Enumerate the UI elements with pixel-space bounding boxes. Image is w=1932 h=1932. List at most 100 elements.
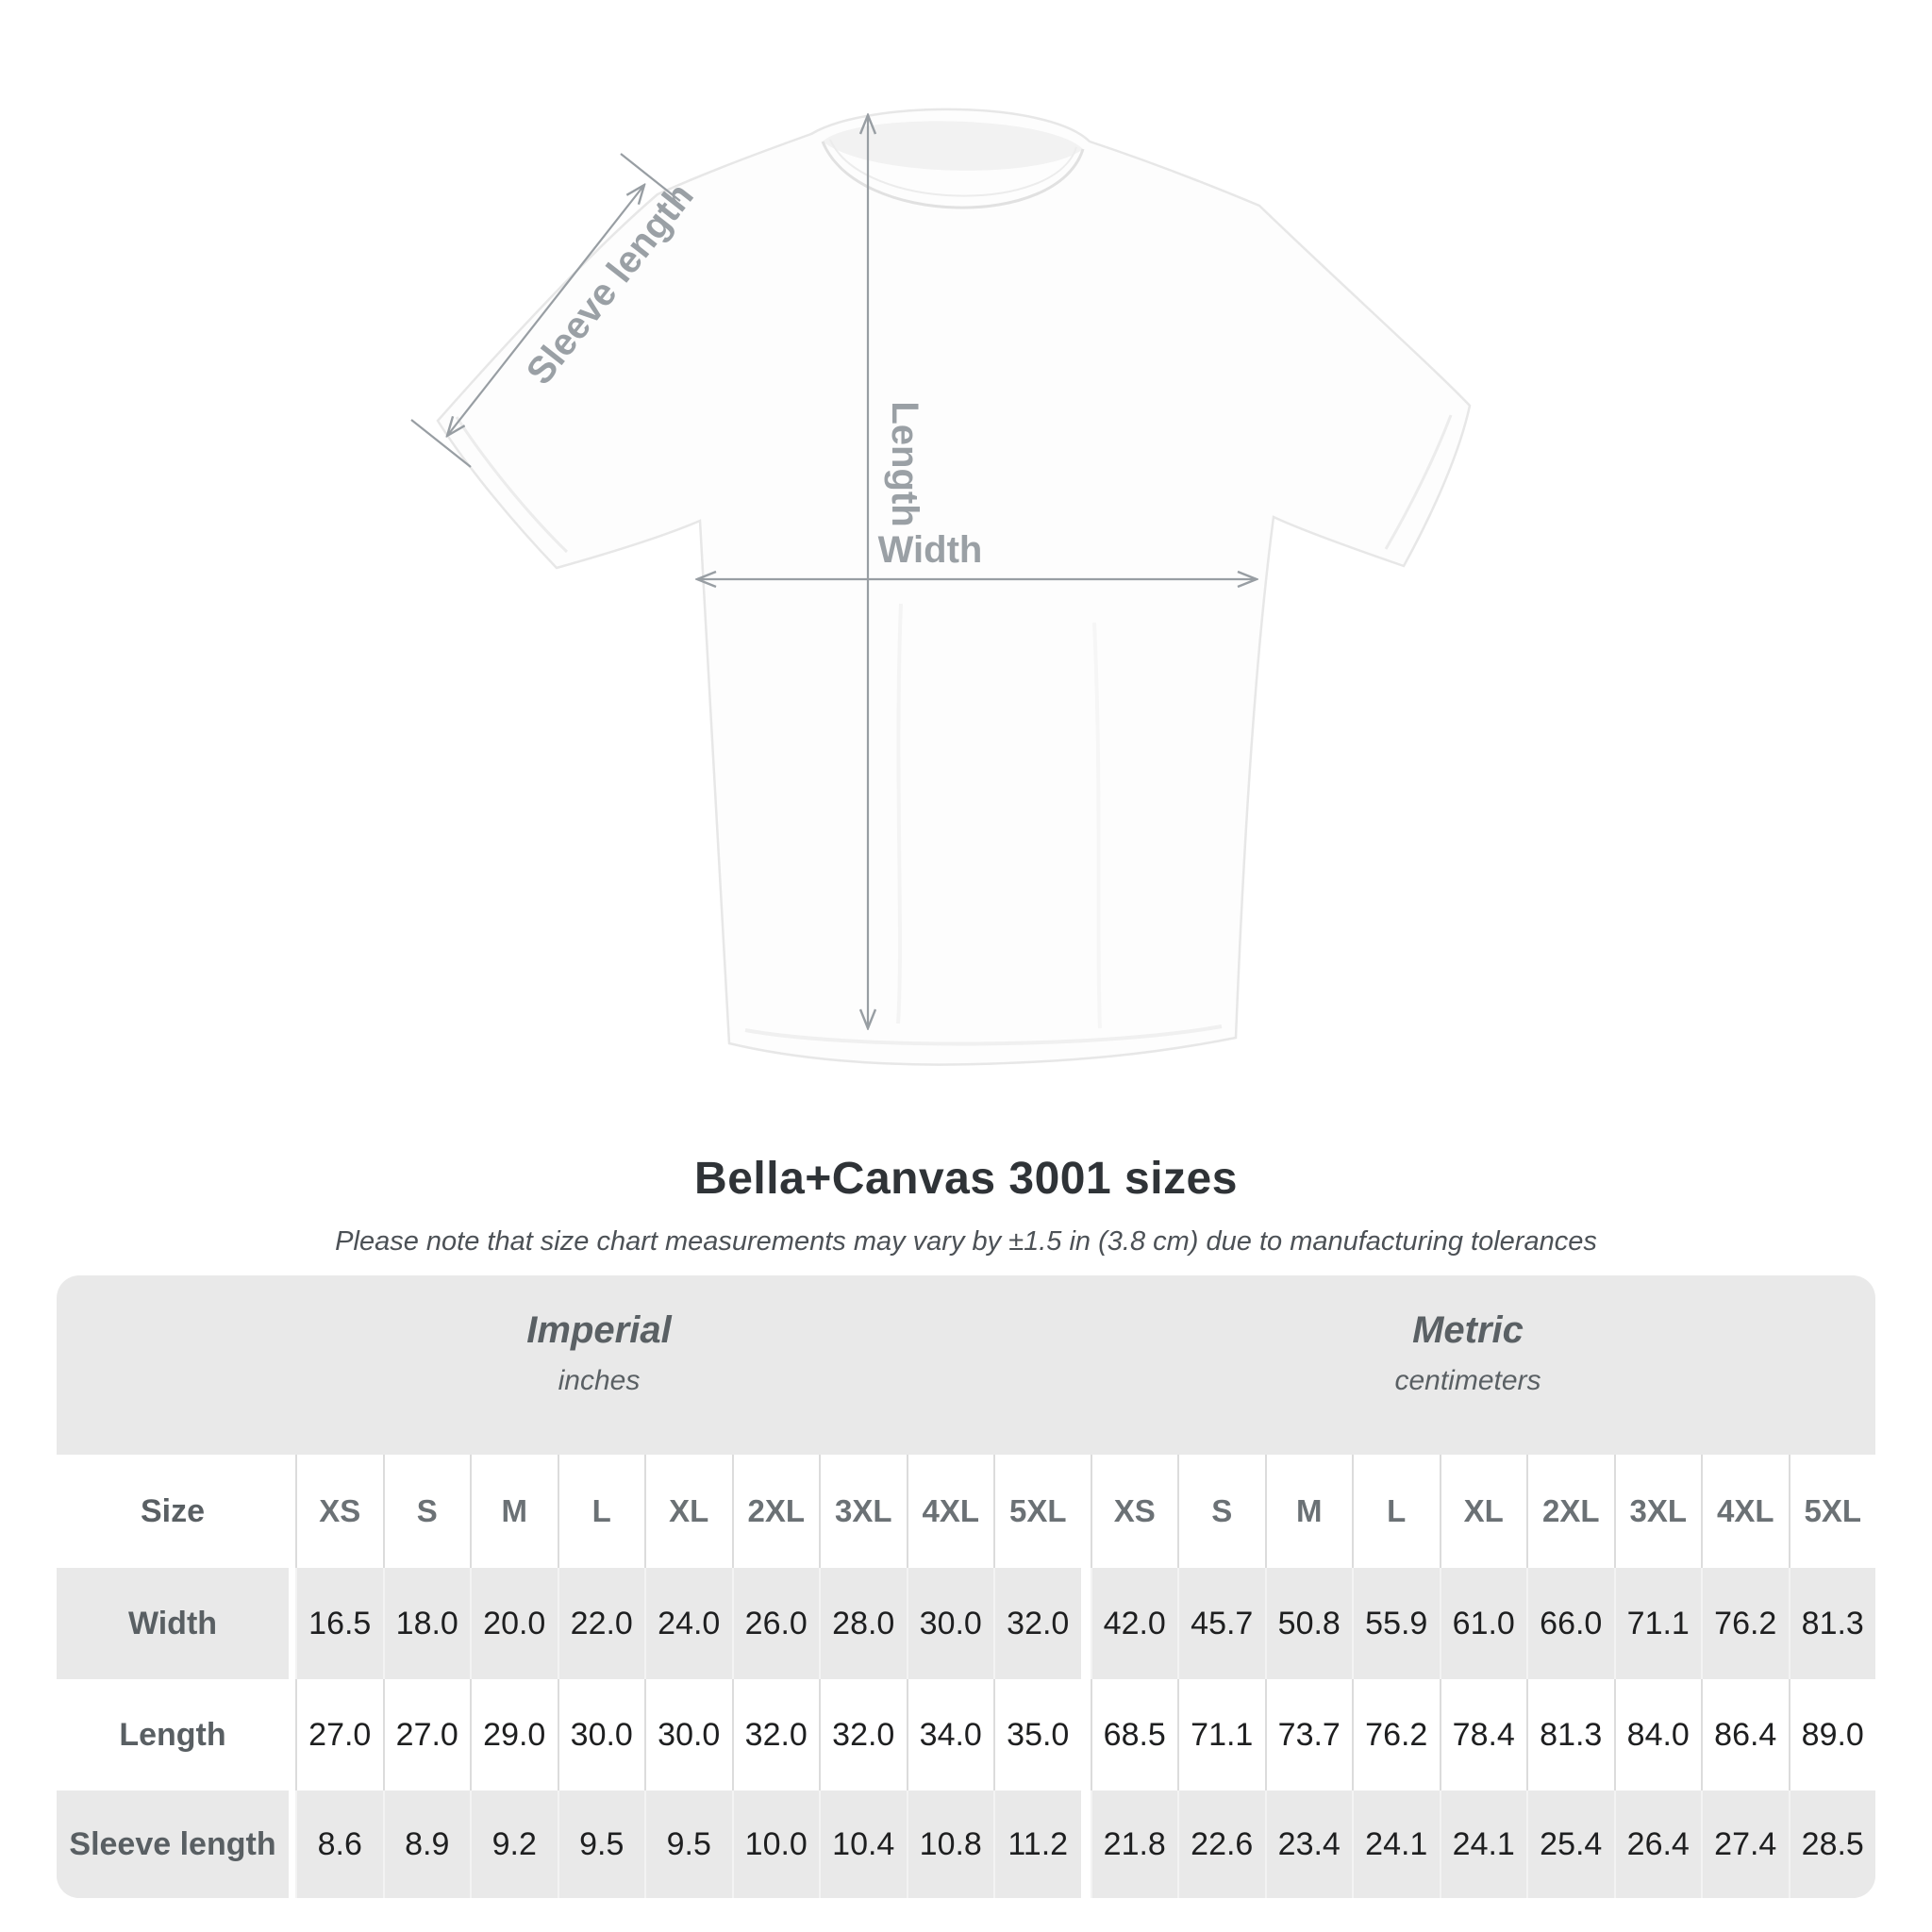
size-column-header: M bbox=[470, 1455, 558, 1568]
size-column-header: XS bbox=[295, 1455, 383, 1568]
collar-ribbing-line bbox=[829, 139, 1077, 197]
length-value-metric: 76.2 bbox=[1352, 1679, 1440, 1790]
sleeve-value-imperial: 11.2 bbox=[993, 1790, 1081, 1898]
width-value-metric: 61.0 bbox=[1439, 1568, 1526, 1679]
size-column-header: 4XL bbox=[906, 1455, 993, 1568]
imperial-label: Imperial bbox=[526, 1309, 672, 1351]
length-value-metric: 73.7 bbox=[1264, 1679, 1352, 1790]
sleeve-value-metric: 23.4 bbox=[1264, 1790, 1352, 1898]
width-value-metric: 50.8 bbox=[1264, 1568, 1352, 1679]
size-column-header: 3XL bbox=[1613, 1455, 1701, 1568]
length-value-imperial: 35.0 bbox=[993, 1679, 1081, 1790]
size-column-header: S bbox=[382, 1455, 470, 1568]
wrinkle-line bbox=[1092, 622, 1102, 1029]
row-label-sleeve-length: Sleeve length bbox=[57, 1790, 289, 1898]
width-value-metric: 71.1 bbox=[1613, 1568, 1701, 1679]
width-value-imperial: 16.5 bbox=[295, 1568, 383, 1679]
sleeve-value-imperial: 10.8 bbox=[906, 1790, 993, 1898]
metric-label: Metric bbox=[1412, 1309, 1524, 1351]
length-value-metric: 86.4 bbox=[1701, 1679, 1789, 1790]
page-title: Bella+Canvas 3001 sizes bbox=[694, 1154, 1238, 1204]
width-value-imperial: 20.0 bbox=[470, 1568, 558, 1679]
length-label: Length bbox=[884, 401, 925, 526]
right-sleeve-hem bbox=[1384, 414, 1453, 550]
tshirt-graphic bbox=[436, 108, 1472, 1066]
length-value-imperial: 27.0 bbox=[295, 1679, 383, 1790]
sleeve-value-metric: 24.1 bbox=[1352, 1790, 1440, 1898]
column-gutter bbox=[289, 1568, 295, 1679]
size-column-header: 4XL bbox=[1701, 1455, 1789, 1568]
length-value-imperial: 30.0 bbox=[557, 1679, 644, 1790]
width-value-imperial: 22.0 bbox=[557, 1568, 644, 1679]
sleeve-length-arrow bbox=[447, 185, 644, 436]
size-column-header: 5XL bbox=[993, 1455, 1081, 1568]
width-value-metric: 42.0 bbox=[1090, 1568, 1177, 1679]
width-value-imperial: 32.0 bbox=[993, 1568, 1081, 1679]
size-column-header: M bbox=[1264, 1455, 1352, 1568]
column-gutter bbox=[289, 1679, 295, 1790]
collar-inner-line bbox=[821, 141, 1085, 209]
length-value-metric: 89.0 bbox=[1788, 1679, 1875, 1790]
tshirt-diagram: Sleeve length Length Width bbox=[410, 108, 1472, 1066]
imperial-unit: inches bbox=[558, 1365, 641, 1396]
size-column-header: L bbox=[1352, 1455, 1440, 1568]
collar-back-panel bbox=[823, 121, 1083, 171]
length-value-imperial: 29.0 bbox=[470, 1679, 558, 1790]
width-value-metric: 45.7 bbox=[1177, 1568, 1265, 1679]
size-column-header: XL bbox=[644, 1455, 732, 1568]
length-value-imperial: 27.0 bbox=[382, 1679, 470, 1790]
group-gutter bbox=[1080, 1455, 1091, 1568]
column-gutter bbox=[289, 1790, 295, 1898]
sleeve-arrow-tick bbox=[410, 419, 472, 468]
length-value-imperial: 34.0 bbox=[906, 1679, 993, 1790]
length-value-metric: 78.4 bbox=[1439, 1679, 1526, 1790]
metric-unit: centimeters bbox=[1394, 1365, 1541, 1396]
length-value-imperial: 32.0 bbox=[819, 1679, 907, 1790]
width-value-imperial: 28.0 bbox=[819, 1568, 907, 1679]
sleeve-value-metric: 22.6 bbox=[1177, 1790, 1265, 1898]
sleeve-value-metric: 25.4 bbox=[1526, 1790, 1614, 1898]
sleeve-value-imperial: 9.5 bbox=[557, 1790, 644, 1898]
size-column-header: 2XL bbox=[731, 1455, 819, 1568]
size-column-header: 3XL bbox=[819, 1455, 907, 1568]
row-label-width: Width bbox=[57, 1568, 289, 1679]
length-value-metric: 81.3 bbox=[1526, 1679, 1614, 1790]
sleeve-value-imperial: 9.2 bbox=[470, 1790, 558, 1898]
metric-group-header: Metric centimeters bbox=[1394, 1309, 1541, 1397]
sleeve-value-metric: 28.5 bbox=[1788, 1790, 1875, 1898]
sleeve-value-imperial: 8.6 bbox=[295, 1790, 383, 1898]
width-value-imperial: 30.0 bbox=[906, 1568, 993, 1679]
size-column-header: XL bbox=[1439, 1455, 1526, 1568]
size-column-header: XS bbox=[1090, 1455, 1177, 1568]
group-gutter bbox=[1080, 1568, 1091, 1679]
sleeve-value-imperial: 9.5 bbox=[644, 1790, 732, 1898]
unit-header-band: Imperial inches Metric centimeters bbox=[57, 1275, 1875, 1455]
tolerance-note: Please note that size chart measurements… bbox=[335, 1226, 1597, 1257]
width-value-imperial: 26.0 bbox=[731, 1568, 819, 1679]
sleeve-value-metric: 24.1 bbox=[1439, 1790, 1526, 1898]
width-value-metric: 66.0 bbox=[1526, 1568, 1614, 1679]
size-column-header: S bbox=[1177, 1455, 1265, 1568]
row-label-length: Length bbox=[57, 1679, 289, 1790]
column-gutter bbox=[289, 1455, 295, 1568]
size-column-header: 5XL bbox=[1788, 1455, 1875, 1568]
width-label: Width bbox=[878, 529, 983, 571]
hem-shading bbox=[744, 1024, 1223, 1046]
length-value-imperial: 30.0 bbox=[644, 1679, 732, 1790]
width-value-metric: 55.9 bbox=[1352, 1568, 1440, 1679]
width-value-imperial: 24.0 bbox=[644, 1568, 732, 1679]
sleeve-value-metric: 27.4 bbox=[1701, 1790, 1789, 1898]
sleeve-value-metric: 26.4 bbox=[1613, 1790, 1701, 1898]
sleeve-value-metric: 21.8 bbox=[1090, 1790, 1177, 1898]
size-table: Imperial inches Metric centimeters Size … bbox=[57, 1275, 1875, 1898]
width-value-metric: 76.2 bbox=[1701, 1568, 1789, 1679]
imperial-group-header: Imperial inches bbox=[526, 1309, 671, 1397]
size-table-grid: Size XS S M L XL 2XL 3XL 4XL 5XL XS S M L XL 2XL 3XL 4X… bbox=[57, 1455, 1875, 1898]
wrinkle-line bbox=[896, 603, 903, 1024]
width-value-imperial: 18.0 bbox=[382, 1568, 470, 1679]
size-column-header: L bbox=[557, 1455, 644, 1568]
width-value-metric: 81.3 bbox=[1788, 1568, 1875, 1679]
sleeve-value-imperial: 10.4 bbox=[819, 1790, 907, 1898]
length-value-metric: 84.0 bbox=[1613, 1679, 1701, 1790]
group-gutter bbox=[1080, 1790, 1091, 1898]
